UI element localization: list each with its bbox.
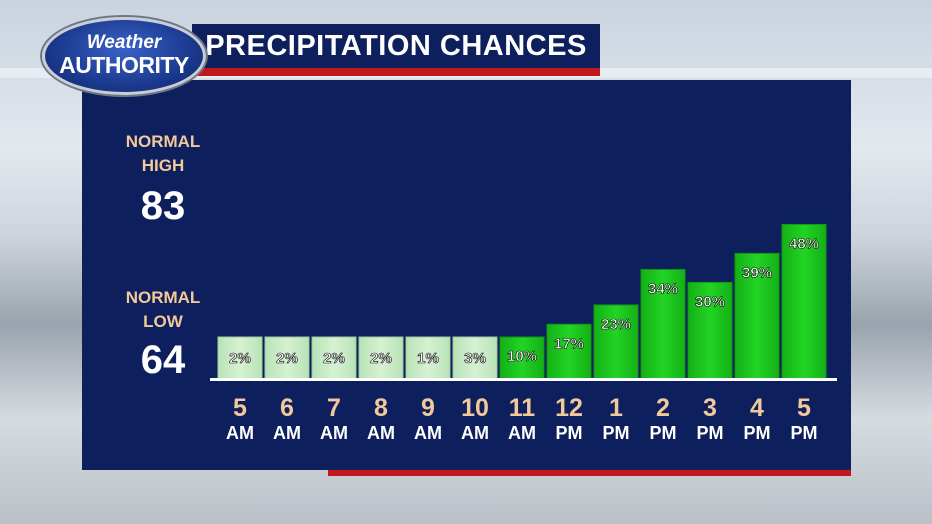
hour-tick-label: 7 bbox=[327, 394, 341, 422]
chart-panel bbox=[82, 80, 851, 470]
data-label: 30% bbox=[695, 293, 725, 310]
bar-12-pm bbox=[546, 323, 592, 380]
data-label: 10% bbox=[507, 348, 537, 365]
normal-high-label-line1: NORMAL bbox=[125, 132, 201, 151]
normal-high-label: NORMAL HIGH bbox=[113, 130, 213, 178]
bar-11-am bbox=[499, 336, 545, 380]
hour-tick-label: 12 bbox=[555, 394, 583, 422]
period-tick-label: PM bbox=[556, 423, 583, 443]
hour-tick-label: 1 bbox=[609, 394, 623, 422]
normal-high-value: 83 bbox=[140, 184, 186, 228]
bottom-accent-bar bbox=[328, 470, 851, 476]
data-label: 34% bbox=[648, 281, 678, 298]
data-label: 3% bbox=[464, 350, 486, 367]
hour-tick-label: 10 bbox=[461, 394, 489, 422]
normal-high-label-line2: HIGH bbox=[141, 156, 185, 175]
bar-1-pm bbox=[593, 304, 639, 380]
period-tick-label: AM bbox=[508, 423, 536, 443]
bar-6-am bbox=[264, 336, 310, 380]
weather-authority-logo: Weather AUTHORITY bbox=[42, 17, 206, 95]
data-label: 1% bbox=[417, 350, 439, 367]
hour-tick-label: 5 bbox=[797, 394, 811, 422]
data-label: 23% bbox=[601, 316, 631, 333]
hour-tick-label: 11 bbox=[509, 394, 536, 422]
normal-low-label-line1: NORMAL bbox=[125, 288, 201, 307]
logo-line-2: AUTHORITY bbox=[59, 52, 189, 78]
hour-tick-label: 5 bbox=[233, 394, 247, 422]
hour-tick-label: 8 bbox=[374, 394, 388, 422]
hour-tick-label: 2 bbox=[656, 394, 670, 422]
bar-8-am bbox=[358, 336, 404, 380]
normal-low-label: NORMAL LOW bbox=[113, 286, 213, 334]
normal-low-value: 64 bbox=[140, 338, 186, 382]
chart-baseline bbox=[210, 378, 837, 381]
period-tick-label: PM bbox=[791, 423, 818, 443]
period-tick-label: AM bbox=[226, 423, 254, 443]
bar-5-am bbox=[217, 336, 263, 380]
data-label: 39% bbox=[742, 264, 772, 281]
title-banner: PRECIPITATION CHANCES bbox=[192, 24, 600, 76]
data-label: 2% bbox=[229, 350, 251, 367]
logo-line-1: Weather bbox=[86, 32, 162, 53]
hour-tick-label: 9 bbox=[421, 394, 435, 422]
period-tick-label: AM bbox=[414, 423, 442, 443]
data-label: 48% bbox=[789, 235, 819, 252]
data-label: 2% bbox=[370, 350, 392, 367]
period-tick-label: AM bbox=[273, 423, 301, 443]
hour-tick-label: 6 bbox=[280, 394, 294, 422]
period-tick-label: AM bbox=[367, 423, 395, 443]
period-tick-label: PM bbox=[744, 423, 771, 443]
hour-tick-label: 3 bbox=[703, 394, 717, 422]
bar-9-am bbox=[405, 336, 451, 380]
page-title: PRECIPITATION CHANCES bbox=[205, 29, 587, 62]
hour-tick-label: 4 bbox=[750, 394, 764, 422]
normal-low-label-line2: LOW bbox=[143, 312, 183, 331]
data-label: 17% bbox=[554, 335, 584, 352]
period-tick-label: PM bbox=[697, 423, 724, 443]
period-tick-label: PM bbox=[650, 423, 677, 443]
period-tick-label: AM bbox=[461, 423, 489, 443]
bar-3-pm bbox=[687, 281, 733, 380]
period-tick-label: PM bbox=[603, 423, 630, 443]
data-label: 2% bbox=[276, 350, 298, 367]
bar-2-pm bbox=[640, 269, 686, 380]
data-label: 2% bbox=[323, 350, 345, 367]
bar-5-pm bbox=[781, 223, 827, 380]
period-tick-label: AM bbox=[320, 423, 348, 443]
